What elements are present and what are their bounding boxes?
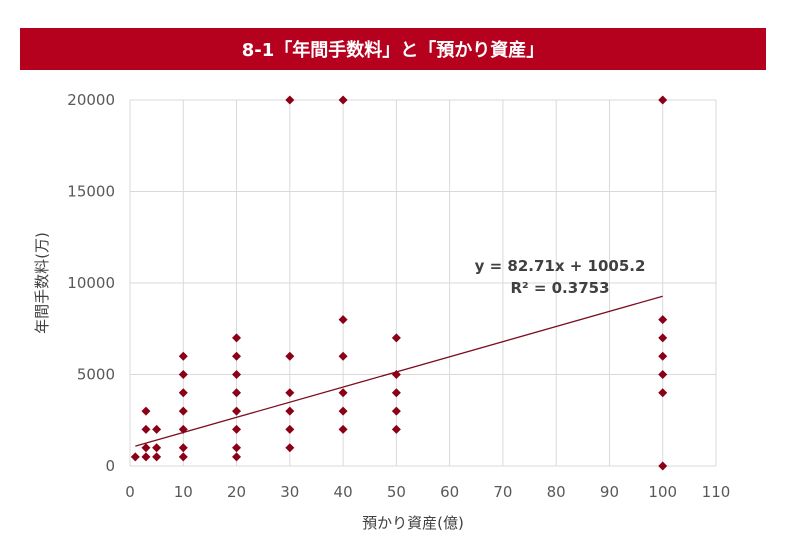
x-tick-label: 50 [387, 483, 406, 501]
data-point [285, 424, 295, 434]
data-points [130, 95, 668, 471]
data-point [658, 95, 668, 105]
x-tick-label: 40 [334, 483, 353, 501]
data-point [178, 452, 188, 462]
x-tick-label: 10 [174, 483, 193, 501]
data-point [141, 443, 151, 453]
trendline [135, 295, 663, 447]
y-tick-label: 5000 [77, 366, 115, 384]
data-point [658, 315, 668, 325]
x-tick-label: 70 [493, 483, 512, 501]
tick-labels: 0 10 20 30 40 50 60 70 80 90 100 110 0 5000 10000 15000… [67, 91, 730, 501]
data-point [232, 351, 242, 361]
data-point [232, 370, 242, 379]
x-tick-label: 110 [702, 483, 731, 501]
data-point [178, 406, 188, 416]
data-point [141, 406, 151, 416]
y-tick-label: 10000 [67, 274, 115, 292]
data-point [338, 315, 348, 325]
data-point [338, 388, 348, 398]
data-point [338, 351, 348, 361]
y-tick-label: 0 [105, 457, 115, 475]
data-point [232, 452, 242, 462]
data-point [391, 333, 401, 343]
data-point [178, 388, 188, 398]
data-point [285, 351, 295, 361]
trendline-equation: y = 82.71x + 1005.2 [475, 257, 646, 275]
data-point [178, 443, 188, 453]
data-point [178, 370, 188, 379]
data-point [152, 424, 162, 434]
data-point [232, 424, 242, 434]
data-point [285, 443, 295, 453]
data-point [285, 406, 295, 416]
data-point [285, 388, 295, 398]
data-point [658, 351, 668, 361]
data-point [141, 424, 151, 434]
data-point [658, 388, 668, 398]
x-tick-label: 30 [280, 483, 299, 501]
chart-title: 8-1「年間手数料」と「預かり資産」 [20, 28, 766, 70]
data-point [658, 370, 668, 379]
data-point [338, 95, 348, 105]
y-tick-label: 20000 [67, 91, 115, 109]
data-point [232, 388, 242, 398]
y-axis-label: 年間手数料(万) [33, 232, 51, 334]
data-point [232, 333, 242, 343]
data-point [130, 452, 140, 462]
x-tick-label: 60 [440, 483, 459, 501]
trendline-r-squared: R² = 0.3753 [510, 279, 609, 297]
data-point [391, 424, 401, 434]
trendline-group [135, 295, 663, 447]
data-point [391, 406, 401, 416]
data-point [285, 95, 295, 105]
x-tick-label: 0 [125, 483, 135, 501]
x-tick-label: 100 [648, 483, 677, 501]
data-point [152, 443, 162, 453]
x-axis-label: 預かり資産(億) [362, 514, 464, 532]
data-point [232, 443, 242, 453]
data-point [338, 406, 348, 416]
data-point [391, 388, 401, 398]
data-point [658, 461, 668, 471]
gridlines [129, 99, 717, 467]
x-tick-label: 90 [600, 483, 619, 501]
data-point [152, 452, 162, 462]
x-tick-label: 20 [227, 483, 246, 501]
data-point [141, 452, 151, 462]
data-point [658, 333, 668, 343]
y-tick-label: 15000 [67, 183, 115, 201]
data-point [338, 424, 348, 434]
data-point [178, 424, 188, 434]
data-point [232, 406, 242, 416]
data-point [391, 370, 401, 379]
data-point [178, 351, 188, 361]
x-tick-label: 80 [547, 483, 566, 501]
